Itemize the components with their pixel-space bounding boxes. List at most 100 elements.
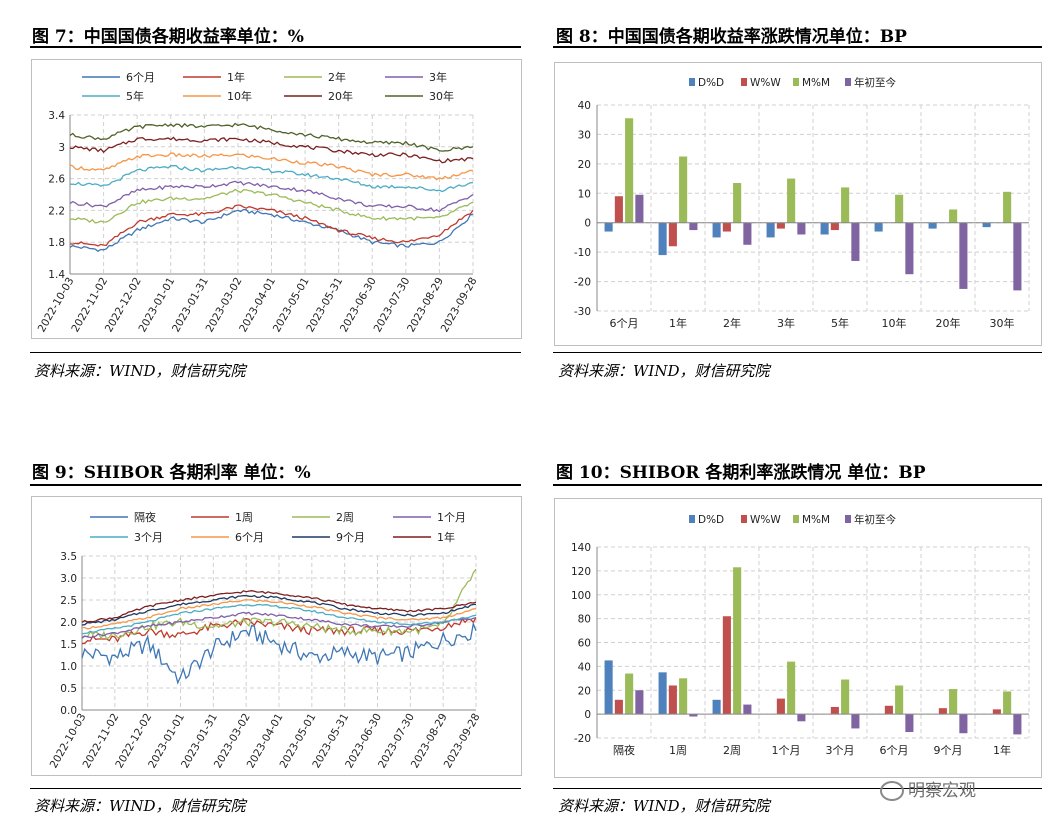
y-tick-label: 0.5 xyxy=(60,683,77,695)
x-tick-label: 1年 xyxy=(669,316,687,330)
chart-frame: 0.0 0.5 1.0 1.5 2.0 2.5 3.0 3.5 2022-10-03 2022-1… xyxy=(31,496,522,776)
y-tick-label: 40 xyxy=(578,661,591,673)
bar-2 xyxy=(614,699,623,715)
title-rule xyxy=(553,484,1042,486)
legend-label: W%W xyxy=(750,514,781,526)
bar-3 xyxy=(679,156,688,223)
x-tick-label: 2周 xyxy=(723,744,741,757)
y-tick-label: 3.4 xyxy=(48,110,65,122)
x-tick-label: 隔夜 xyxy=(613,743,635,757)
bar-2 xyxy=(722,616,731,715)
bar-4 xyxy=(635,194,644,223)
yield-line-chart: 1.41.82.22.633.42022-10-032022-11-022022… xyxy=(36,70,480,334)
legend-swatch xyxy=(741,515,747,523)
bar-2 xyxy=(830,222,839,231)
legend-label: 年初至今 xyxy=(854,76,896,89)
chart-frame: -30 -20 -10 0 10 20 30 40 6个月 1年 2年 3年 5年 10年 20年 30年 D%… xyxy=(554,62,1042,346)
series-line-3 xyxy=(81,568,477,640)
x-tick-label: 6个月 xyxy=(610,317,639,330)
y-tick-label: -10 xyxy=(574,247,591,259)
y-tick-label: 0.0 xyxy=(60,705,77,717)
legend-swatch xyxy=(689,515,695,523)
bar-4 xyxy=(689,222,698,231)
series-line-8 xyxy=(69,122,474,152)
source-rule xyxy=(553,788,1042,789)
bar-3 xyxy=(1003,691,1012,715)
series-line-4 xyxy=(81,611,477,639)
bar-2 xyxy=(938,708,947,715)
bar-3 xyxy=(733,182,742,223)
bar-1 xyxy=(658,222,667,256)
legend-label: 30年 xyxy=(429,89,454,103)
legend-label: D%D xyxy=(698,514,724,526)
y-tick-label: 20 xyxy=(578,685,591,697)
legend-label: D%D xyxy=(698,77,724,89)
y-tick-label: 2.5 xyxy=(60,595,77,607)
bar-3 xyxy=(895,194,904,223)
legend-label: 1年 xyxy=(227,70,245,84)
x-tick-label: 1周 xyxy=(669,744,687,757)
legend-label: 5年 xyxy=(126,89,144,103)
y-tick-label: 60 xyxy=(578,638,591,650)
bar-4 xyxy=(851,714,860,729)
source-note: 资料来源：WIND，财信研究院 xyxy=(558,362,770,380)
bar-1 xyxy=(658,672,667,715)
y-tick-label: 0 xyxy=(584,709,591,721)
legend-label: 9个月 xyxy=(336,531,365,544)
bar-1 xyxy=(820,222,829,235)
legend-swatch xyxy=(741,78,747,86)
x-tick-label: 2年 xyxy=(723,316,741,330)
series-line-6 xyxy=(82,599,477,630)
y-tick-label: 3.5 xyxy=(60,551,77,563)
legend-label: 2周 xyxy=(336,511,354,524)
bar-3 xyxy=(841,187,850,223)
x-tick-label: 9个月 xyxy=(934,744,963,757)
chart-frame: -20 0 20 40 60 80 100 120 140 隔夜 1周 2周 1个月 3个月 6个月 9个月 1… xyxy=(554,498,1042,778)
bar-4 xyxy=(851,222,860,261)
y-tick-label: 2.6 xyxy=(48,174,65,186)
bar-4 xyxy=(905,222,914,275)
series-line-5 xyxy=(69,165,474,193)
source-note: 资料来源：WIND，财信研究院 xyxy=(558,797,770,815)
y-tick-label: 0 xyxy=(584,218,591,230)
legend-label: M%M xyxy=(802,77,830,89)
legend-label: 1年 xyxy=(437,530,455,544)
bar-4 xyxy=(689,714,698,717)
panel-title: 图 9：SHIBOR 各期利率 单位：% xyxy=(32,463,311,483)
series-line-1 xyxy=(69,208,474,252)
x-tick-label: 20年 xyxy=(936,316,961,330)
y-tick-label: 1.5 xyxy=(60,639,77,651)
y-tick-label: 1.8 xyxy=(48,237,65,249)
legend-label: 6个月 xyxy=(126,71,155,84)
panel-title: 图 8：中国国债各期收益率涨跌情况单位：BP xyxy=(556,27,907,47)
bar-3 xyxy=(949,689,958,715)
x-tick-label: 3个月 xyxy=(826,744,855,757)
source-note: 资料来源：WIND，财信研究院 xyxy=(34,362,246,380)
series-line-2 xyxy=(69,204,474,247)
watermark-text: 明察宏观 xyxy=(908,781,976,801)
y-tick-label: 1.0 xyxy=(60,661,77,673)
legend-label: 隔夜 xyxy=(134,510,156,524)
y-tick-label: 20 xyxy=(578,159,591,171)
y-tick-label: -20 xyxy=(574,733,591,745)
bar-3 xyxy=(841,679,850,715)
legend-label: 年初至今 xyxy=(854,513,896,526)
bar-1 xyxy=(712,699,721,715)
legend-label: 1个月 xyxy=(437,511,466,524)
x-tick-label: 1年 xyxy=(993,743,1011,757)
bar-4 xyxy=(905,714,914,733)
series-line-3 xyxy=(69,188,474,224)
legend-swatch xyxy=(845,515,851,523)
panel-title: 图 10：SHIBOR 各期利率涨跌情况 单位：BP xyxy=(556,463,926,483)
bar-3 xyxy=(1003,191,1012,223)
y-tick-label: -20 xyxy=(574,277,591,289)
bar-2 xyxy=(776,698,785,715)
shibor-change-bar-chart: -20 0 20 40 60 80 100 120 140 隔夜 1周 2周 1个月 3个月 6个月 9个月 1… xyxy=(571,513,1030,757)
bar-3 xyxy=(733,567,742,715)
bar-4 xyxy=(1013,714,1022,735)
legend-swatch xyxy=(793,78,799,86)
y-tick-label: 1.4 xyxy=(48,269,65,281)
y-tick-label: 2.0 xyxy=(60,617,77,629)
bar-4 xyxy=(635,690,644,715)
legend-label: 1周 xyxy=(235,511,253,524)
